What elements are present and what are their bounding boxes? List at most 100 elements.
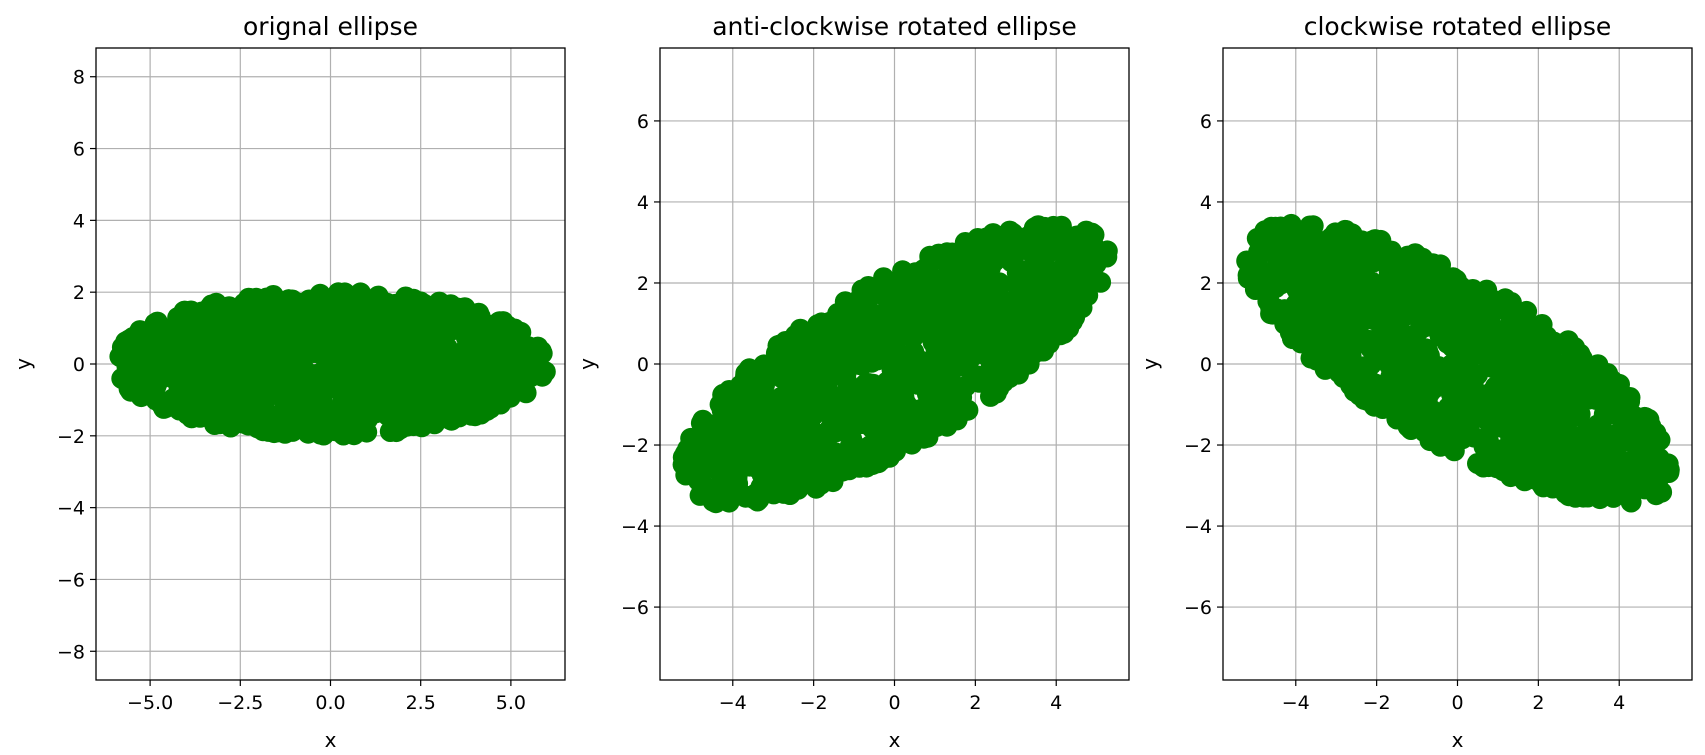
scatter-point [927,299,949,321]
x-tick-label: 2 [1532,692,1544,714]
scatter-point [921,266,942,288]
scatter-point [399,346,421,368]
scatter-point [1436,286,1458,308]
scatter-point [1387,387,1409,409]
scatter-point [883,421,905,443]
scatter-point [1246,227,1268,249]
scatter-points [109,282,556,446]
scatter-point [352,413,374,435]
scatter-point [1519,429,1541,451]
scatter-point [986,328,1008,350]
scatter-point [329,372,351,393]
scatter-point [1414,258,1436,280]
x-tick-label: −4 [1282,692,1310,714]
subplot-clockwise-ellipse: −4 −2 0 2 4 −6 −4 −2 0 2 4 6 clockwise rotated ellip… [1138,12,1693,752]
scatter-point [1017,304,1039,326]
scatter-point [1329,316,1351,337]
scatter-point [1314,263,1335,285]
scatter-point [989,275,1011,297]
scatter-point [1463,393,1485,415]
scatter-point [1614,471,1636,493]
y-tick-label: 2 [1200,273,1212,295]
scatter-point [1511,328,1533,350]
scatter-point [853,378,875,400]
scatter-point [956,356,978,378]
scatter-point [252,294,274,316]
scatter-point [781,395,802,417]
scatter-point [282,306,304,328]
scatter-point [1069,266,1091,288]
scatter-point [1282,223,1304,245]
scatter-point [1270,271,1292,293]
scatter-point [1593,436,1615,458]
scatter-point [177,343,199,365]
scatter-point [1404,243,1426,265]
scatter-point [1573,454,1595,476]
scatter-point [1306,330,1328,352]
scatter-point [1288,276,1310,298]
scatter-point [690,464,711,486]
scatter-point [206,335,228,357]
scatter-point [253,392,275,414]
subplot-anticlockwise-ellipse: −4 −2 0 2 4 −6 −4 −2 0 2 4 6 anti-clockwise rotated … [575,12,1130,752]
scatter-point [323,411,345,433]
scatter-point [903,366,925,388]
scatter-point [851,279,873,301]
scatter-point [478,372,500,394]
scatter-point [297,422,319,444]
scatter-point [1033,340,1055,362]
scatter-point [895,285,917,307]
scatter-point [1486,457,1508,479]
scatter-point [249,316,271,338]
scatter-point [689,431,711,453]
scatter-point [1075,229,1097,251]
y-tick-label: −4 [1184,516,1212,538]
y-tick-label: 4 [637,192,649,214]
scatter-point [794,463,815,485]
scatter-point [993,371,1015,393]
scatter-point [767,335,789,357]
scatter-point [245,409,267,431]
scatter-point [1378,262,1400,284]
x-tick-label: −5.0 [127,692,173,714]
scatter-point [828,414,850,435]
scatter-point [821,329,843,351]
scatter-point [1553,394,1575,416]
x-axis-label: x [889,728,901,752]
scatter-point [937,324,959,345]
scatter-point [1473,284,1495,306]
scatter-point [854,311,876,333]
scatter-point [177,316,199,338]
scatter-point [1476,336,1498,358]
scatter-point [1313,288,1335,310]
scatter-point [201,398,223,420]
scatter-point [735,366,756,388]
scatter-point [980,356,1002,378]
scatter-point [956,322,978,344]
scatter-point [374,388,396,410]
y-tick-label: −4 [57,498,85,520]
scatter-point [838,296,860,317]
scatter-point [481,328,503,350]
y-tick-label: −2 [1184,435,1212,457]
subplot-title: orignal ellipse [243,12,418,41]
scatter-points [1236,213,1680,513]
scatter-point [1319,345,1340,366]
scatter-point [892,260,914,282]
scatter-point [843,450,865,472]
scatter-point [359,306,380,327]
scatter-point [145,389,167,411]
scatter-point [1577,480,1598,502]
scatter-point [1638,409,1660,430]
scatter-point [1538,439,1560,461]
scatter-point [1096,246,1118,268]
scatter-point [1014,346,1036,368]
scatter-point [738,452,760,474]
scatter-point [1034,294,1056,316]
scatter-point [1004,317,1026,338]
scatter-point [1559,423,1580,445]
scatter-point [972,281,994,303]
scatter-point [1492,438,1514,460]
scatter-point [1360,353,1382,375]
